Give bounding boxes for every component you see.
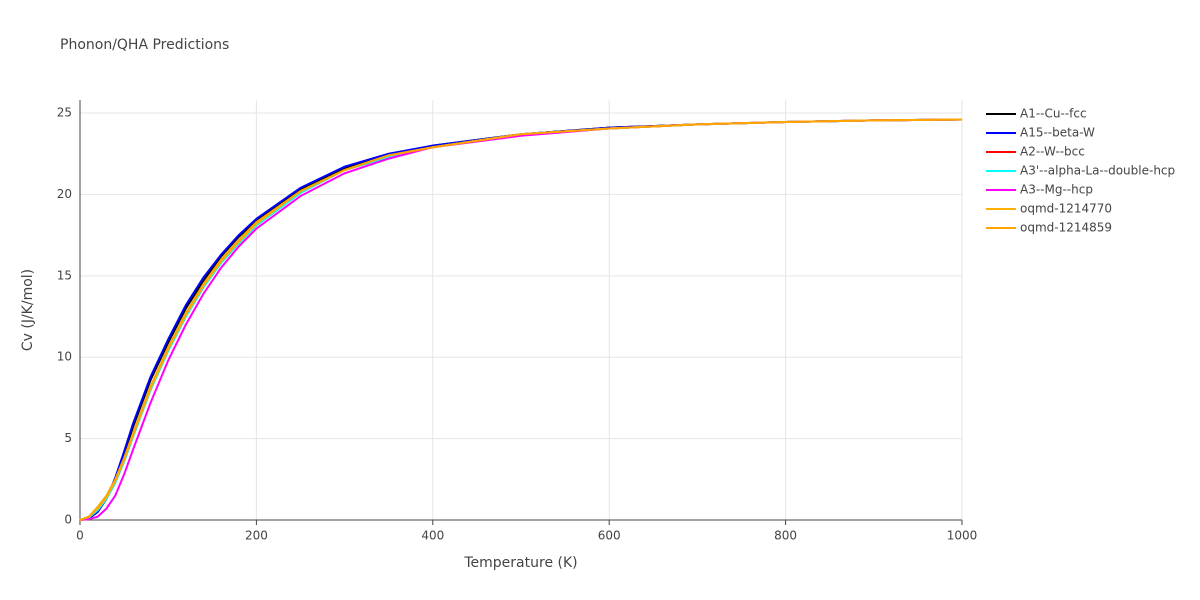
- legend-label: A15--beta-W: [1020, 126, 1095, 140]
- x-tick-label: 0: [76, 529, 84, 543]
- series-line: [79, 118, 963, 521]
- y-tick-label: 15: [57, 268, 72, 282]
- legend-label: oqmd-1214770: [1020, 202, 1112, 216]
- y-axis-title: Cv (J/K/mol): [20, 269, 36, 351]
- legend-label: A3'--alpha-La--double-hcp: [1020, 164, 1175, 178]
- y-tick-label: 10: [57, 350, 72, 364]
- x-tick-label: 1000: [947, 529, 978, 543]
- legend-label: A3--Mg--hcp: [1020, 183, 1093, 197]
- series-line: [79, 118, 963, 521]
- series-line: [79, 118, 963, 521]
- y-tick-label: 25: [57, 106, 72, 120]
- legend-label: A2--W--bcc: [1020, 145, 1085, 159]
- x-tick-label: 200: [245, 529, 268, 543]
- x-tick-label: 400: [421, 529, 444, 543]
- series-line: [79, 118, 963, 521]
- series-line: [79, 118, 963, 521]
- chart-title: Phonon/QHA Predictions: [60, 37, 229, 53]
- x-axis-title: Temperature (K): [463, 555, 577, 571]
- series-line: [79, 118, 963, 521]
- series-line: [79, 118, 963, 521]
- y-tick-label: 20: [57, 187, 72, 201]
- legend-label: A1--Cu--fcc: [1020, 107, 1087, 121]
- x-tick-label: 600: [598, 529, 621, 543]
- y-tick-label: 0: [64, 513, 72, 527]
- x-tick-label: 800: [774, 529, 797, 543]
- y-tick-label: 5: [64, 431, 72, 445]
- legend-label: oqmd-1214859: [1020, 221, 1112, 235]
